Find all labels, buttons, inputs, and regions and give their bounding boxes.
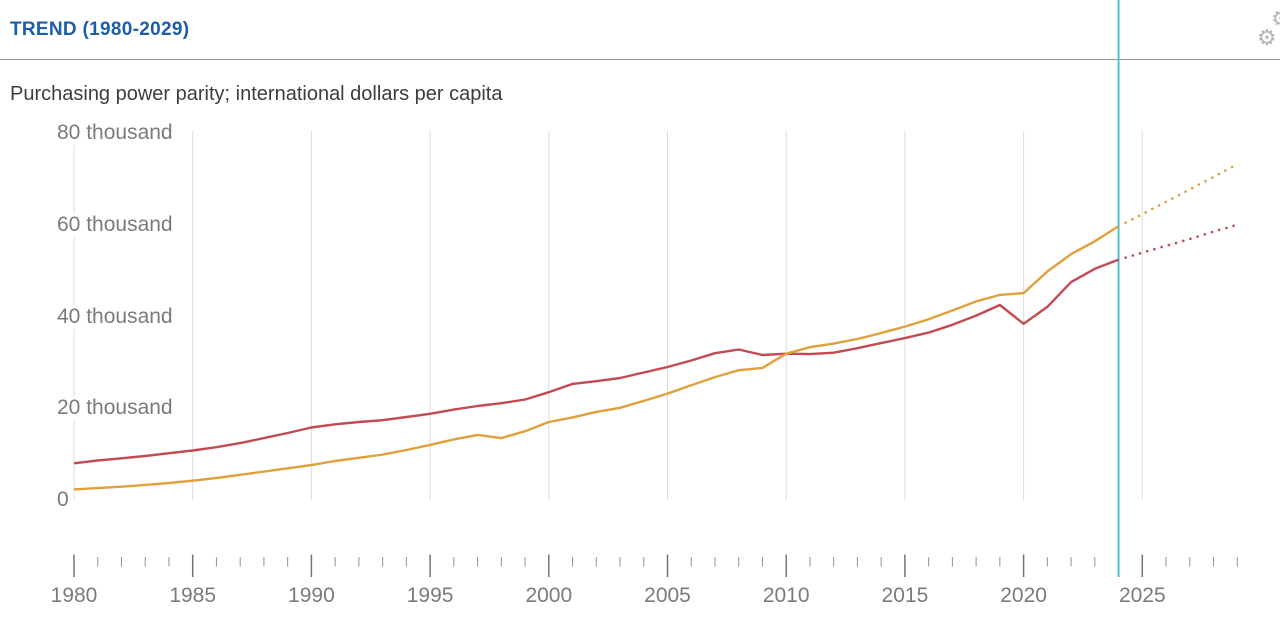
red-series-line[interactable] <box>73 258 1120 465</box>
orange-series-line[interactable] <box>73 225 1120 491</box>
x-axis-label: 2015 <box>881 584 929 607</box>
gear-icon[interactable]: ⚙ <box>1257 25 1277 50</box>
x-axis-label: 1980 <box>50 584 98 607</box>
y-axis-label: 0 <box>57 488 72 512</box>
header-divider <box>0 59 1280 60</box>
x-axis-label: 1995 <box>406 584 454 607</box>
x-axis-label: 2000 <box>525 584 573 607</box>
y-axis-label: 40 thousand <box>57 304 176 329</box>
page-title: TREND (1980-2029) <box>10 19 190 40</box>
orange-series-projection[interactable] <box>1124 162 1239 224</box>
gear-icon[interactable]: ⚙ <box>1271 8 1280 30</box>
x-axis-label: 2005 <box>644 584 691 607</box>
x-axis-label: 1985 <box>169 584 217 607</box>
x-axis-label: 1990 <box>288 584 335 607</box>
y-axis-label: 80 thousand <box>57 121 176 145</box>
y-axis-label: 60 thousand <box>57 212 176 237</box>
red-series-projection[interactable] <box>1124 223 1239 259</box>
x-axis-label: 2010 <box>762 584 810 607</box>
y-axis-label: 20 thousand <box>57 396 176 421</box>
x-axis-label: 2025 <box>1118 584 1166 607</box>
chart-subtitle: Purchasing power parity; international d… <box>10 83 503 105</box>
x-axis-label: 2020 <box>1000 584 1047 607</box>
